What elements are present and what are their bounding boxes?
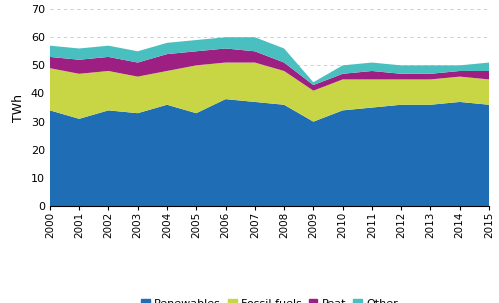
Y-axis label: TWh: TWh: [12, 94, 25, 122]
Legend: Renewables, Fossil fuels, Peat, Other: Renewables, Fossil fuels, Peat, Other: [136, 294, 403, 303]
